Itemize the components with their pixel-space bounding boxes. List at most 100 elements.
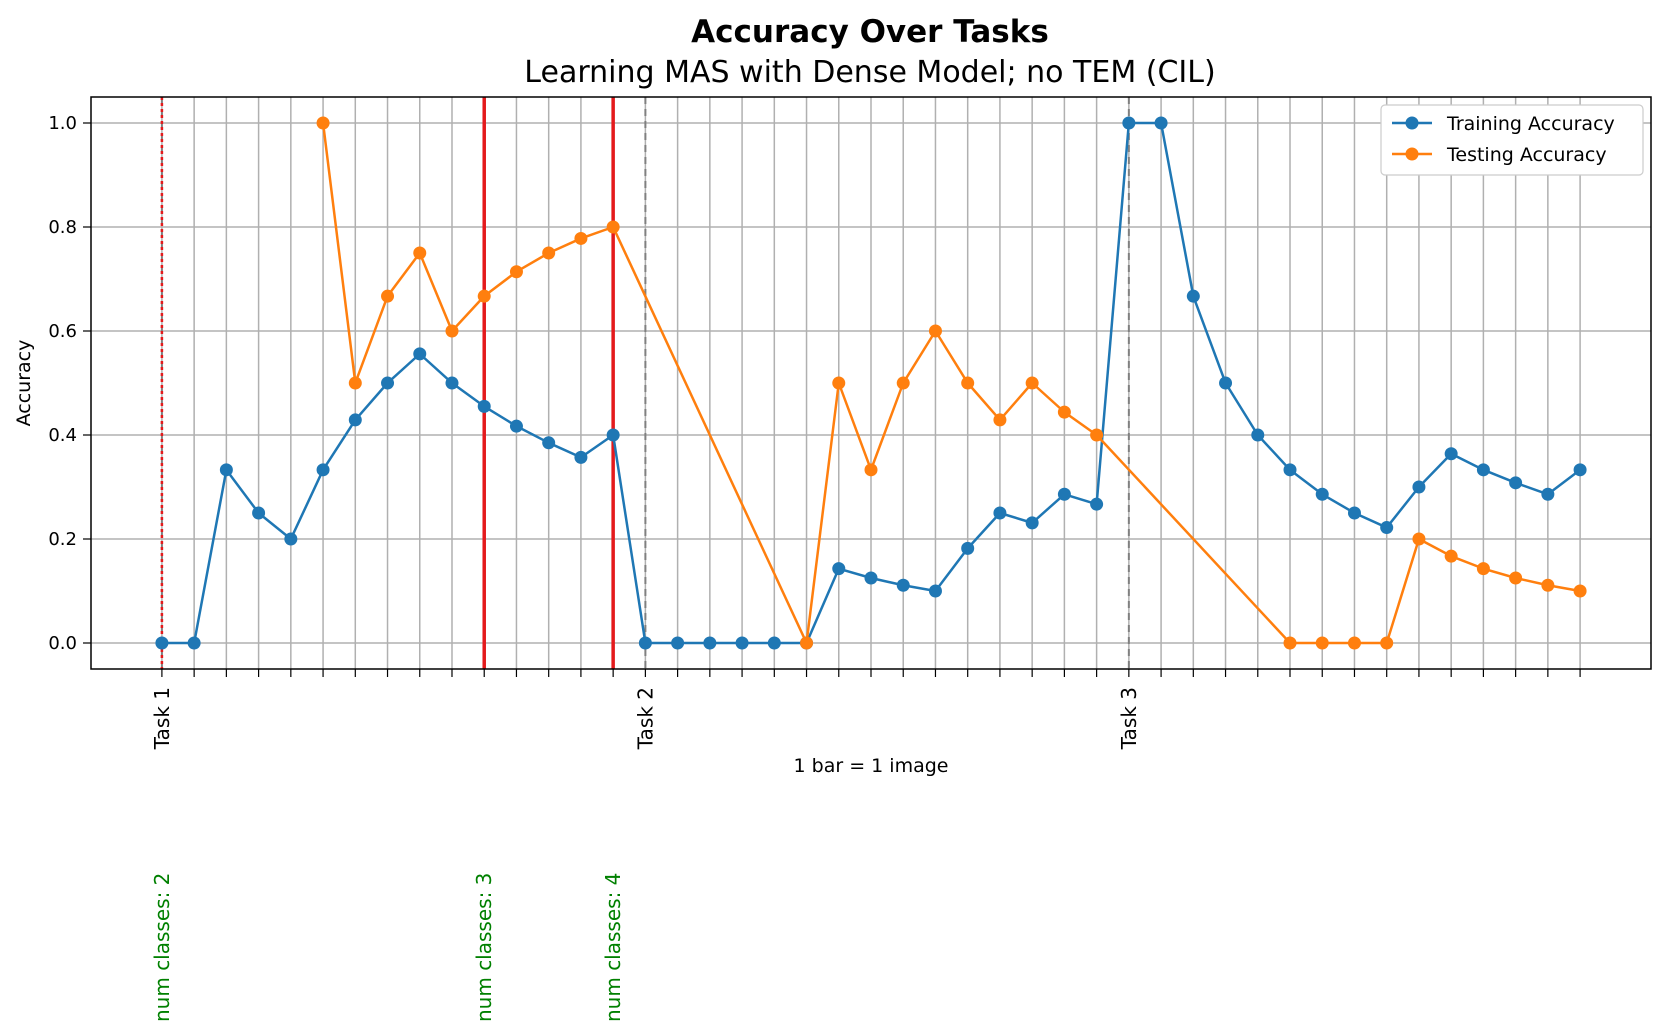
testing-accuracy-point	[1476, 562, 1490, 576]
training-accuracy-point	[993, 506, 1007, 520]
x-axis-label: 1 bar = 1 image	[794, 755, 949, 777]
testing-accuracy-point	[1283, 636, 1297, 650]
y-tick-label: 0.2	[48, 529, 77, 550]
training-accuracy-point	[1025, 516, 1039, 530]
testing-accuracy-point	[1573, 584, 1587, 598]
training-accuracy-point	[155, 636, 169, 650]
training-accuracy-point	[187, 636, 201, 650]
training-accuracy-point	[1444, 447, 1458, 461]
training-accuracy-point	[1347, 506, 1361, 520]
training-accuracy-point	[1412, 480, 1426, 494]
class-change-label: num classes: 2	[150, 873, 174, 1022]
training-accuracy-point	[1122, 116, 1136, 130]
training-accuracy-point	[767, 636, 781, 650]
training-accuracy-point	[735, 636, 749, 650]
class-change-label: num classes: 3	[472, 873, 496, 1022]
training-accuracy-point	[1380, 521, 1394, 535]
chart-title: Accuracy Over Tasks	[691, 14, 1049, 50]
training-accuracy-point	[1476, 463, 1490, 477]
testing-accuracy-point	[606, 220, 620, 234]
marker-lines	[160, 97, 1130, 669]
testing-accuracy-point	[1444, 549, 1458, 563]
testing-accuracy-point	[928, 324, 942, 338]
testing-accuracy-point	[1380, 636, 1394, 650]
task-label: Task 2	[633, 687, 657, 750]
testing-accuracy-point	[1541, 578, 1555, 592]
training-accuracy-point	[1057, 487, 1071, 501]
training-accuracy-point	[445, 376, 459, 390]
y-tick-label: 0.8	[48, 217, 77, 238]
testing-accuracy-point	[509, 265, 523, 279]
testing-accuracy-point	[896, 376, 910, 390]
training-accuracy-point	[219, 463, 233, 477]
training-accuracy-point	[1251, 428, 1265, 442]
testing-accuracy-point	[864, 463, 878, 477]
training-accuracy-point	[1090, 497, 1104, 511]
chart-subtitle: Learning MAS with Dense Model; no TEM (C…	[524, 55, 1215, 90]
training-accuracy-point	[896, 578, 910, 592]
y-tick-label: 0.6	[48, 321, 77, 342]
testing-accuracy-point	[1412, 532, 1426, 546]
testing-accuracy-point	[348, 376, 362, 390]
axes: 0.0 0.2 0.4 0.6 0.8 1.0 Task 1 Task 2 Task 3	[48, 113, 1581, 750]
testing-accuracy-point	[316, 116, 330, 130]
training-accuracy-point	[381, 376, 395, 390]
training-accuracy-point	[1219, 376, 1233, 390]
y-tick-label: 1.0	[48, 113, 77, 134]
testing-accuracy-point	[574, 231, 588, 245]
training-accuracy-point	[1283, 463, 1297, 477]
legend-box	[1380, 104, 1644, 176]
training-accuracy-point	[252, 506, 266, 520]
testing-accuracy-point	[1347, 636, 1361, 650]
training-accuracy-point	[606, 428, 620, 442]
testing-accuracy-point	[800, 636, 814, 650]
training-accuracy-point	[1154, 116, 1168, 130]
y-axis-label: Accuracy	[13, 340, 35, 427]
training-accuracy-point	[1315, 487, 1329, 501]
y-tick-label: 0.0	[48, 633, 77, 654]
y-tick-label: 0.4	[48, 425, 77, 446]
training-accuracy-point	[864, 571, 878, 585]
testing-accuracy-point	[832, 376, 846, 390]
testing-accuracy-point	[1025, 376, 1039, 390]
testing-accuracy-point	[961, 376, 975, 390]
testing-accuracy-point	[993, 413, 1007, 427]
training-accuracy-point	[542, 436, 556, 450]
testing-accuracy-line	[321, 122, 1581, 645]
training-accuracy-point	[413, 347, 427, 361]
training-accuracy-point	[1186, 289, 1200, 303]
training-accuracy-point	[703, 636, 717, 650]
training-accuracy-point	[316, 463, 330, 477]
training-accuracy-point	[638, 636, 652, 650]
class-labels: num classes: 2 num classes: 3 num classes:…	[150, 873, 625, 1022]
training-accuracy-point	[671, 636, 685, 650]
task-label: Task 1	[150, 687, 174, 750]
testing-accuracy-point	[1057, 405, 1071, 419]
testing-accuracy-point	[413, 246, 427, 260]
legend-training-marker	[1405, 116, 1419, 130]
training-accuracy-point	[574, 450, 588, 464]
testing-accuracy-point	[381, 289, 395, 303]
testing-accuracy-point	[445, 324, 459, 338]
class-change-label: num classes: 4	[601, 873, 625, 1022]
training-accuracy-point	[1541, 487, 1555, 501]
training-accuracy-point	[284, 532, 298, 546]
legend-testing-label: Testing Accuracy	[1446, 144, 1607, 166]
legend-testing-marker	[1405, 147, 1419, 161]
testing-accuracy-point	[477, 289, 491, 303]
task-label: Task 3	[1117, 687, 1141, 750]
training-accuracy-point	[477, 399, 491, 413]
testing-accuracy-point	[1315, 636, 1329, 650]
testing-accuracy-point	[542, 246, 556, 260]
training-accuracy-point	[1509, 476, 1523, 490]
testing-accuracy-point	[1509, 571, 1523, 585]
training-accuracy-point	[961, 541, 975, 555]
legend-training-label: Training Accuracy	[1446, 113, 1615, 135]
training-accuracy-point	[348, 413, 362, 427]
series	[155, 116, 1587, 650]
legend: Training Accuracy Testing Accuracy	[1380, 104, 1644, 176]
testing-accuracy-point	[1090, 428, 1104, 442]
training-accuracy-point	[1573, 463, 1587, 477]
training-accuracy-point	[832, 562, 846, 576]
